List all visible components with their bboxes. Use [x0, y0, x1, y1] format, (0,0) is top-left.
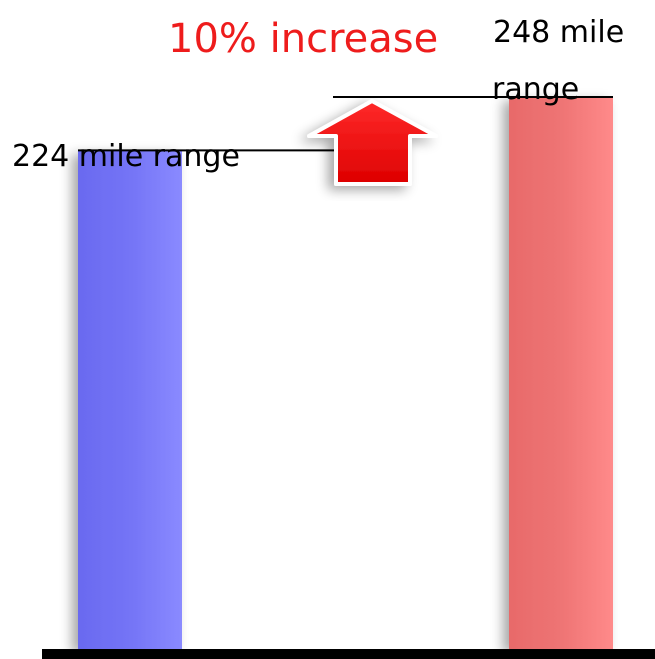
guides-layer: [78, 96, 613, 152]
bar-2: [509, 97, 613, 649]
labels-layer: 224 mile range 248 mile range: [12, 15, 624, 174]
value-label-2: 248 mile range: [492, 15, 624, 107]
bars-layer: [78, 97, 613, 649]
increase-annotation: 10% increase: [168, 16, 438, 62]
x-axis-line: [42, 649, 655, 659]
value-label-1: 224 mile range: [12, 139, 240, 174]
bar-1: [78, 150, 182, 649]
up-arrow-icon: [307, 99, 438, 186]
